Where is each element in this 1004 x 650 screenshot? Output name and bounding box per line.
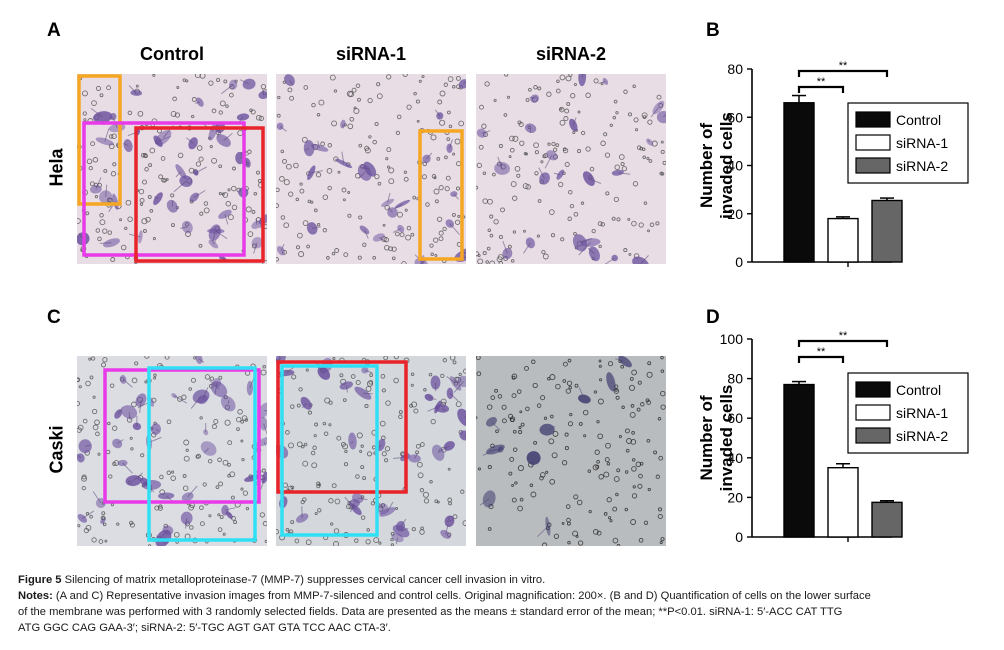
y-tick-label: 60 xyxy=(727,109,743,125)
highlight-box-red xyxy=(276,360,408,494)
figure-caption: Figure 5 Silencing of matrix metalloprot… xyxy=(18,572,993,636)
row-label-caski: Caski xyxy=(46,425,67,474)
caption-notes-line: Notes: (A and C) Representative invasion… xyxy=(18,588,993,604)
highlight-box-magenta xyxy=(103,368,261,504)
legend-swatch xyxy=(855,111,891,128)
legend-swatch xyxy=(855,134,891,151)
legend-label: Control xyxy=(896,112,941,128)
panel-letter-b: B xyxy=(706,20,720,41)
significance-bracket xyxy=(797,85,845,93)
highlight-box-orange xyxy=(418,129,464,261)
micrograph-hela-control xyxy=(77,74,267,264)
significance-bracket xyxy=(797,339,889,347)
legend-label: siRNA-2 xyxy=(896,428,948,444)
row-label-hela: Hela xyxy=(46,148,67,187)
figure-title: Silencing of matrix metalloproteinase-7 … xyxy=(61,574,546,586)
panel-letter-a: A xyxy=(47,20,61,41)
highlight-box-cyan xyxy=(280,364,379,537)
notes-label: Notes: xyxy=(18,590,53,602)
panel-letter-c: C xyxy=(47,307,61,328)
y-tick-label: 20 xyxy=(727,206,743,222)
bar-sirna-2 xyxy=(871,199,903,263)
micrograph-caski-sirna2 xyxy=(476,356,666,546)
y-tick-label: 20 xyxy=(727,489,743,505)
y-tick-label: 40 xyxy=(727,158,743,174)
notes-text-3: ATG GGC CAG GAA-3′; siRNA-2: 5′-TGC AGT … xyxy=(18,622,391,634)
y-tick-label: 60 xyxy=(727,410,743,426)
chart-d: Number ofinvaded cells 0 20 40 60 80 100 ** ** Co… xyxy=(697,330,969,545)
panel-letter-d: D xyxy=(706,307,720,328)
legend-label: siRNA-1 xyxy=(896,405,948,421)
y-axis-label: Number ofinvaded cells xyxy=(697,112,736,219)
stained-cells xyxy=(476,74,666,264)
notes-text-1: (A and C) Representative invasion images… xyxy=(52,590,871,602)
membrane-texture xyxy=(476,356,666,546)
bar-control xyxy=(783,383,815,538)
stained-cells xyxy=(276,356,466,545)
legend-label: siRNA-2 xyxy=(896,158,948,174)
y-tick-label: 40 xyxy=(727,450,743,466)
y-axis-label: Number ofinvaded cells xyxy=(697,385,736,492)
y-tick-label: 80 xyxy=(727,371,743,387)
micrograph-hela-sirna1 xyxy=(276,74,466,264)
legend-label: Control xyxy=(896,382,941,398)
chart-b: Number ofinvaded cells 0 20 40 60 80 ** ** Contr… xyxy=(697,60,969,270)
micrograph-caski-control xyxy=(77,356,267,546)
y-tick-label: 0 xyxy=(735,529,743,545)
y-tick-label: 0 xyxy=(735,254,743,270)
legend-swatch xyxy=(855,381,891,398)
stained-cells xyxy=(479,356,632,538)
legend-label: siRNA-1 xyxy=(896,135,948,151)
y-tick-label: 80 xyxy=(727,61,743,77)
bar-sirna-1 xyxy=(827,466,859,538)
highlight-box-cyan xyxy=(147,366,257,542)
membrane-texture xyxy=(476,74,666,264)
column-header-sirna1: siRNA-1 xyxy=(335,44,406,64)
highlight-box-magenta xyxy=(82,121,246,257)
caption-title-line: Figure 5 Silencing of matrix metalloprot… xyxy=(18,572,993,588)
legend-swatch xyxy=(855,157,891,174)
stained-cells xyxy=(77,78,267,263)
membrane-texture xyxy=(77,74,267,264)
y-tick-label: 100 xyxy=(720,331,744,347)
significance-label: ** xyxy=(839,60,848,72)
figure-label: Figure 5 xyxy=(18,574,62,586)
significance-label: ** xyxy=(817,76,826,88)
notes-text-2: of the membrane was performed with 3 ran… xyxy=(18,606,843,618)
highlight-box-orange xyxy=(77,74,122,206)
micrograph-caski-sirna1 xyxy=(276,356,466,546)
bar-control xyxy=(783,102,815,263)
bar-sirna-1 xyxy=(827,217,859,263)
highlight-box-red xyxy=(134,126,265,263)
significance-bracket xyxy=(797,355,845,363)
micrograph-hela-sirna2 xyxy=(476,74,666,264)
legend-swatch xyxy=(855,404,891,421)
legend-swatch xyxy=(855,427,891,444)
significance-label: ** xyxy=(817,346,826,358)
significance-label: ** xyxy=(839,330,848,342)
micrograph-background xyxy=(77,356,267,546)
column-header-control: Control xyxy=(140,44,204,64)
significance-bracket xyxy=(797,69,889,77)
column-header-sirna2: siRNA-2 xyxy=(535,44,606,64)
bar-sirna-2 xyxy=(871,501,903,538)
